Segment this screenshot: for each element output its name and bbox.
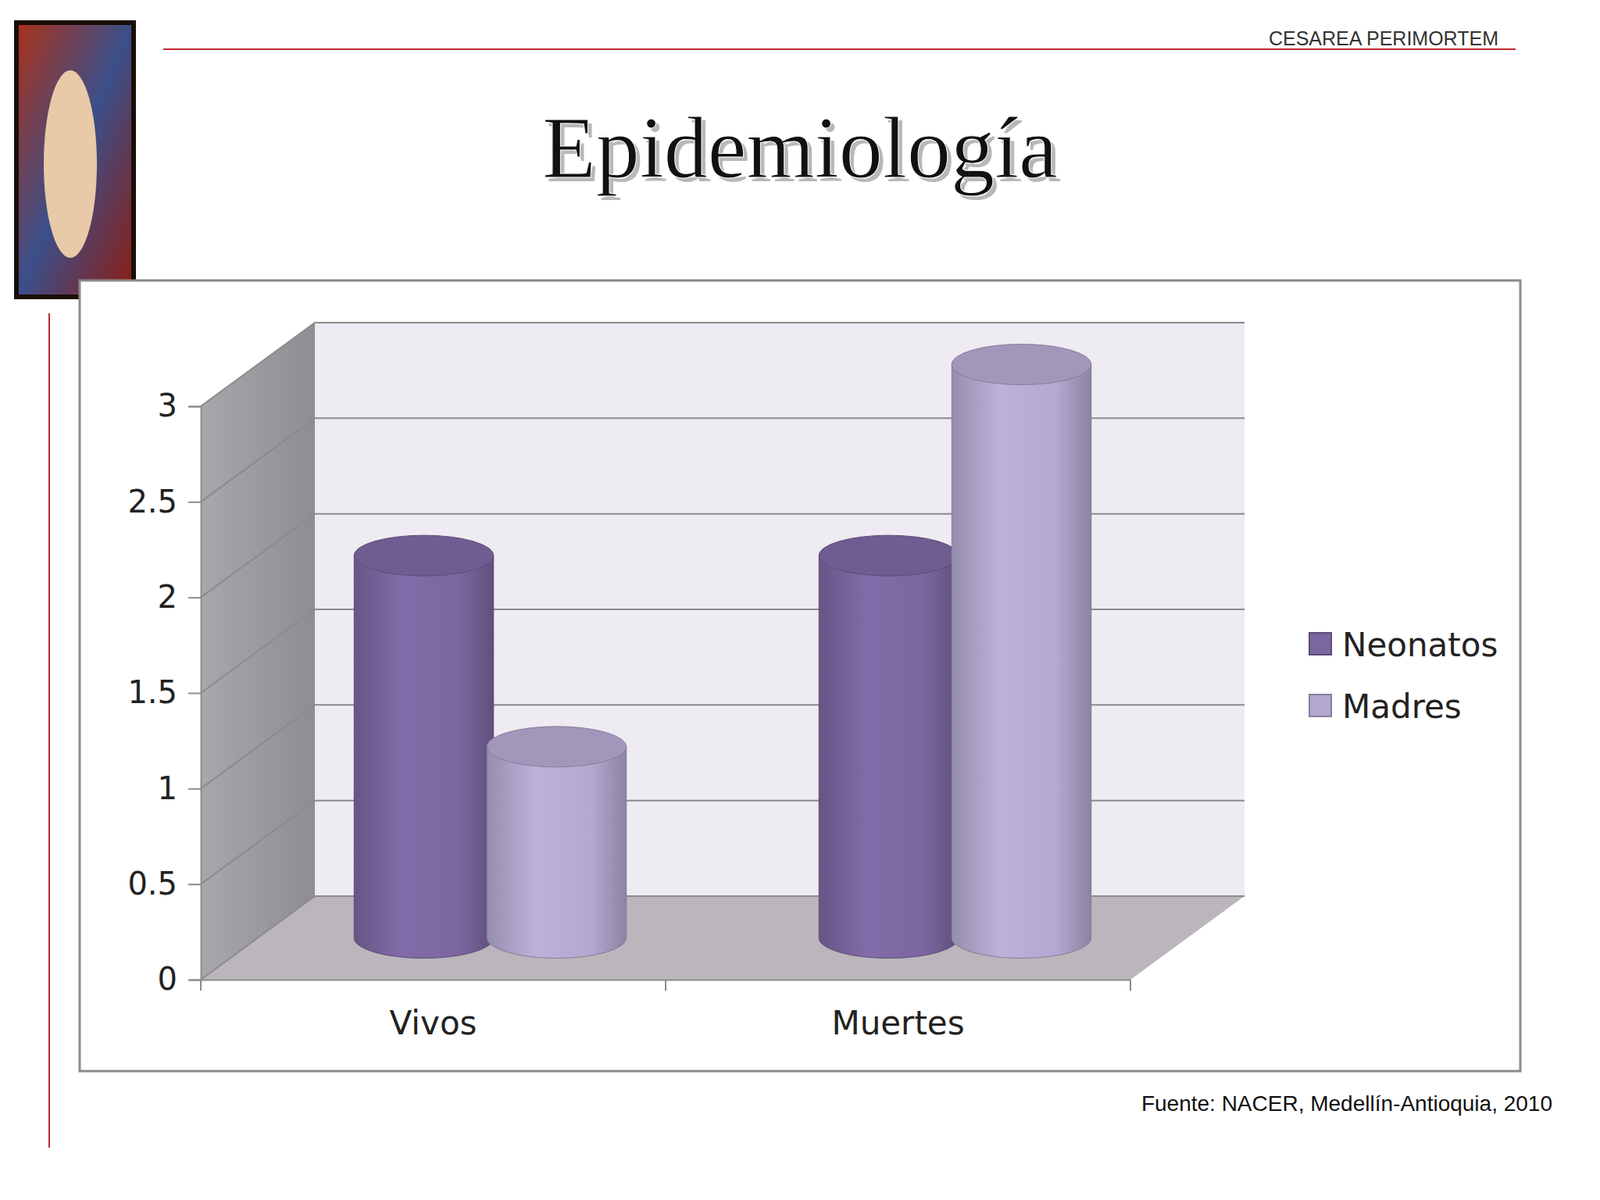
y-tick: 1.5: [127, 674, 201, 711]
bar-top: [818, 535, 959, 576]
y-tick: 3: [157, 387, 201, 424]
x-tick: Muertes: [831, 979, 965, 1043]
y-tick-mark: [188, 406, 201, 408]
header: CESAREA PERIMORTEM: [1268, 27, 1499, 50]
y-axis: 0 0.5 1 1.5 2 2.5 3: [127, 387, 201, 997]
legend: Neonatos Madres: [1309, 625, 1498, 726]
legend-label: Madres: [1342, 687, 1462, 726]
side-rule: [48, 313, 50, 1148]
y-tick-mark: [188, 596, 201, 599]
y-tick-label: 1.5: [127, 674, 178, 711]
bar-top: [353, 535, 494, 576]
y-tick-label: 3: [157, 387, 178, 424]
y-tick-mark: [188, 883, 201, 886]
y-tick-label: 1: [157, 770, 178, 807]
x-category-divider: [664, 979, 667, 991]
title: Epidemiología: [542, 99, 1058, 197]
y-tick-mark: [188, 979, 201, 982]
thumbnail-image: [18, 25, 132, 295]
y-axis-line: [188, 407, 202, 981]
grid: [200, 322, 1245, 980]
y-tick-mark: [188, 501, 201, 504]
y-tick: 2.5: [127, 483, 201, 520]
y-tick-label: 2.5: [127, 483, 178, 520]
thumbnail-figure: [43, 70, 97, 258]
x-tick-label: Vivos: [389, 1003, 478, 1043]
bar-body: [951, 364, 1092, 959]
y-tick: 1: [157, 770, 201, 807]
slide: CESAREA PERIMORTEMEpidemiologíaEpidemiol…: [0, 0, 1600, 1200]
bars: [353, 344, 1092, 959]
bar-top: [951, 344, 1092, 386]
x-category-divider: [1129, 979, 1132, 991]
y-tick-label: 0: [157, 960, 178, 997]
source: Fuente: NACER, Medellín-Antioquia, 2010: [1141, 1091, 1553, 1116]
legend-swatch: [1309, 632, 1332, 655]
bar-body: [818, 555, 959, 958]
legend-label: Neonatos: [1342, 625, 1498, 665]
legend-swatch: [1309, 694, 1332, 717]
x-category-divider: [200, 979, 202, 991]
y-tick-mark: [188, 788, 201, 790]
y-tick: 0.5: [127, 865, 201, 902]
y-tick-label: 2: [157, 578, 178, 615]
y-tick-label: 0.5: [127, 865, 178, 902]
chart-frame: [79, 280, 1521, 1072]
x-axis: Vivos Muertes: [200, 979, 1132, 1043]
x-tick: Vivos: [389, 979, 478, 1043]
x-tick-label: Muertes: [831, 1003, 965, 1043]
bar-body: [486, 746, 627, 959]
y-tick-mark: [188, 692, 201, 695]
y-tick: 0: [157, 960, 201, 997]
y-tick: 2: [157, 578, 201, 615]
bar-top: [486, 726, 627, 768]
bar-body: [353, 555, 494, 958]
thumbnail-frame: [14, 20, 136, 300]
